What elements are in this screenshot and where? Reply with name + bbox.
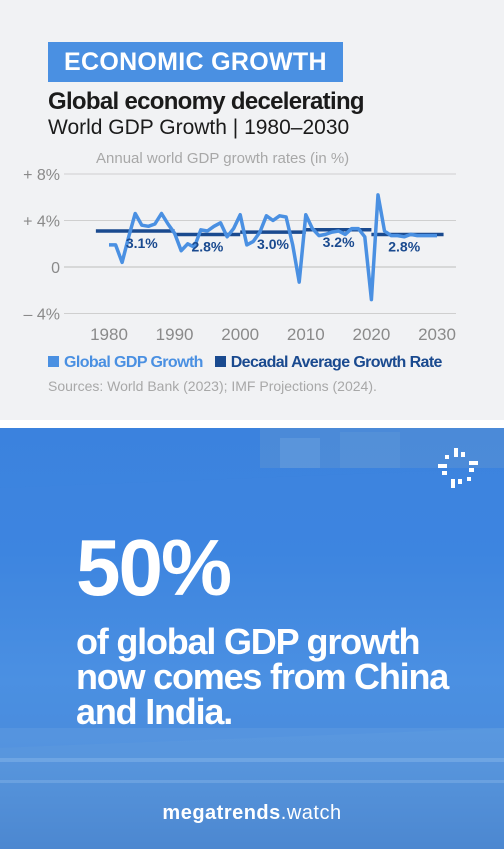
chart-legend: Global GDP Growth Decadal Average Growth… (48, 354, 442, 372)
x-tick-label: 2030 (418, 325, 456, 344)
legend-item-gdp-growth: Global GDP Growth (48, 354, 203, 371)
category-tag: ECONOMIC GROWTH (48, 42, 343, 82)
decadal-average-label: 3.1% (126, 235, 158, 251)
x-tick-label: 2000 (221, 325, 259, 344)
decadal-average-label: 2.8% (388, 238, 420, 254)
y-tick-label: – 4% (24, 307, 60, 324)
hero-panel: 50% of global GDP growth now comes from … (0, 428, 504, 849)
legend-swatch-decadal-average (214, 356, 226, 367)
x-tick-label: 1980 (90, 325, 128, 344)
x-tick-label: 2010 (287, 325, 325, 344)
legend-item-decadal-average: Decadal Average Growth Rate (214, 354, 443, 371)
hero-statement: of global GDP growth now comes from Chin… (76, 621, 449, 732)
legend-label-gdp-growth: Global GDP Growth (64, 354, 203, 371)
decadal-average-label: 2.8% (191, 238, 223, 254)
brand-name-bold: megatrends (162, 802, 281, 824)
y-tick-label: + 4% (23, 214, 60, 231)
brand-footer: megatrends.watch (0, 802, 504, 825)
ship-background-image (0, 428, 504, 849)
legend-swatch-gdp-growth (48, 356, 59, 367)
chart-axes: + 8% + 4% 0 – 4% 1980 1990 2000 2010 2020 2030 (23, 167, 456, 344)
gdp-growth-chart: Annual world GDP growth rates (in %) 3.1… (23, 150, 456, 344)
chart-title: Annual world GDP growth rates (in %) (96, 150, 349, 167)
source-note: Sources: World Bank (2023); IMF Projecti… (48, 378, 377, 394)
page-subtitle: World GDP Growth | 1980–2030 (48, 116, 350, 139)
page-title: Global economy decelerating (48, 88, 365, 115)
megatrends-logo-icon (438, 448, 478, 488)
x-tick-label: 2020 (352, 325, 390, 344)
legend-label-decadal-average: Decadal Average Growth Rate (230, 354, 443, 371)
brand-domain: .watch (280, 802, 342, 824)
y-tick-label: 0 (51, 260, 60, 277)
y-tick-label: + 8% (23, 167, 60, 184)
hero-statistic: 50% (76, 523, 232, 612)
gdp-growth-line (109, 193, 437, 302)
x-tick-label: 1990 (156, 325, 194, 344)
chart-grid (64, 173, 456, 314)
decadal-average-label: 3.2% (323, 234, 355, 250)
gdp-growth-series: 3.1% 2.8% 3.0% 3.2% 2.8% (109, 193, 437, 302)
decadal-average-label: 3.0% (257, 236, 289, 252)
